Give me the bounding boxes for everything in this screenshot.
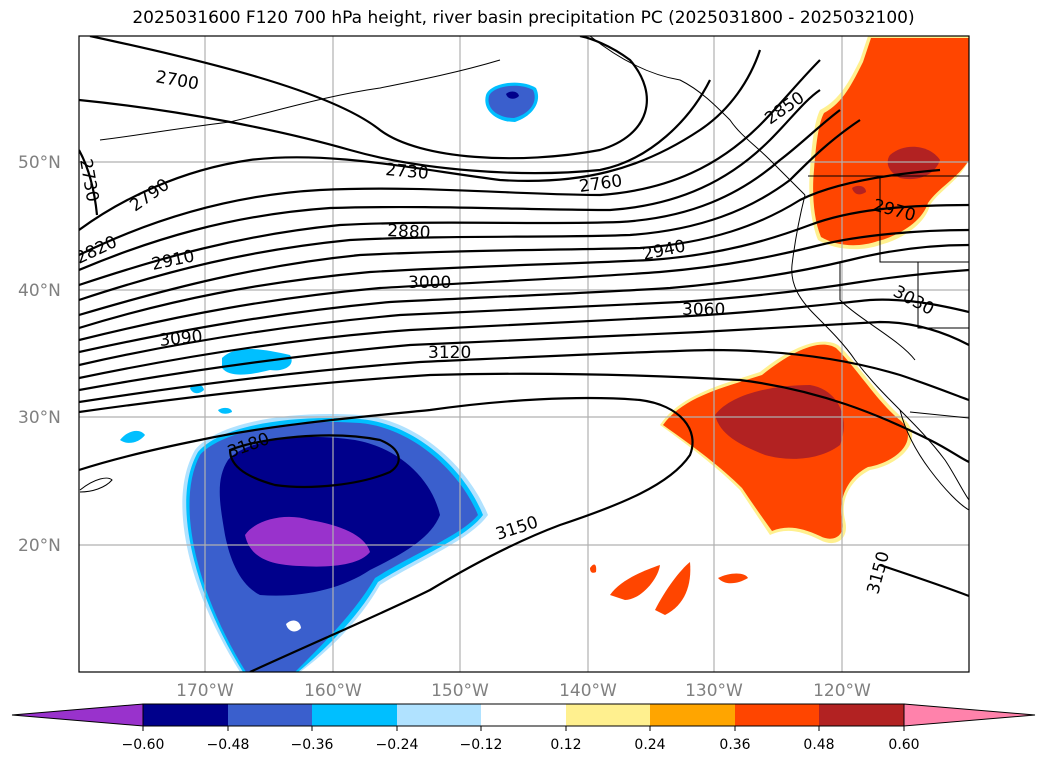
lat-label-20n: 20°N [18,536,61,556]
contour-label: 3090 [158,327,203,351]
contour-2820 [79,109,841,287]
contour-2790 [79,89,821,272]
positive-anomaly-northwest [809,36,969,250]
lat-label-30n: 30°N [18,408,61,428]
colorbar-segment [819,704,904,726]
colorbar-segment [143,704,228,726]
lon-label-150w: 150°W [431,681,489,701]
contour-2880 [79,168,941,317]
contour-3090 [79,348,969,404]
coastlines [79,36,969,511]
coast-west-us [791,194,969,501]
coast-baja [899,409,969,511]
lat-label-50n: 50°N [18,153,61,173]
map-frame [78,35,970,673]
lat-label-40n: 40°N [18,281,61,301]
contour-2940 [79,228,969,342]
contour-3120 [79,372,969,464]
border-states-2 [839,262,916,361]
lon-label-130w: 130°W [685,681,743,701]
lon-label-160w: 160°W [304,681,362,701]
latitude-labels: 50°N 40°N 30°N 20°N [18,153,61,556]
fill-light-blue-small-2 [120,430,145,443]
coast-hawaii-island [79,477,113,493]
negative-anomaly-north [485,82,539,122]
contour-3150 [79,396,694,672]
border-states-1 [879,176,969,263]
colorbar-segment [650,704,735,726]
contour-label: 3060 [682,300,725,320]
contour-label: 3120 [428,343,471,363]
graticule [79,36,969,672]
contour-label: 3000 [408,273,451,293]
contour-2700-west [79,79,711,175]
contour-2970 [79,243,969,354]
lon-label-140w: 140°W [559,681,617,701]
colorbar-segment [481,704,566,726]
fill-dark-purple [245,516,370,567]
colorbar-tick-label: −0.48 [207,737,250,753]
coast-alaska [589,36,806,196]
longitude-labels: 170°W 160°W 150°W 140°W 130°W 120°W [176,681,871,701]
colorbar-tick-label: 0.36 [719,737,750,753]
contour-3150-east [879,563,969,598]
colorbar-extend-left [11,703,144,727]
colorbar-ticks [142,726,905,731]
colorbar-tick-label: −0.24 [376,737,419,753]
border-mexico [909,411,969,419]
fill-light-blue-small-4 [218,407,232,414]
contour-label: 2880 [387,221,431,243]
contour-label: 2730 [75,157,102,203]
colorbar-tick-label: −0.12 [460,737,503,753]
colorbar-tick-label: −0.60 [122,737,165,753]
figure-title: 2025031600 F120 700 hPa height, river ba… [132,8,915,28]
contour-2850 [79,119,861,302]
colorbar-tick-label: 0.48 [803,737,834,753]
lon-label-170w: 170°W [176,681,234,701]
colorbar-tick-label: 0.12 [550,737,581,753]
contour-2910 [79,203,969,330]
border-states-3 [917,262,969,329]
contour-2700-closed [89,36,648,160]
colorbar-tick-label: 0.24 [634,737,665,753]
height-contours [79,36,969,672]
contour-label: 2730 [385,160,430,184]
colorbar-segment [735,704,819,726]
fill-white-hole-1 [286,620,301,632]
positive-anomaly-subtropical [590,341,913,615]
contour-2730 [79,49,762,231]
colorbar-tick-label: −0.36 [291,737,334,753]
colorbar-extend-right [903,703,1036,727]
contour-3030 [79,298,969,380]
lon-label-120w: 120°W [813,681,871,701]
colorbar-segment [397,704,481,726]
colorbar-segment [228,704,312,726]
colorbar-outline [142,703,905,727]
contour-3180 [228,434,400,488]
colorbar-segment [312,704,397,726]
contour-3000 [79,268,969,367]
colorbar-segment [566,704,650,726]
colorbar: −0.60 −0.48 −0.36 −0.24 −0.12 0.12 0.24 … [11,703,1036,753]
colorbar-tick-labels: −0.60 −0.48 −0.36 −0.24 −0.12 0.12 0.24 … [122,737,920,753]
colorbar-tick-label: 0.60 [888,737,919,753]
contour-2760 [79,59,821,256]
contour-2730-west [79,149,99,216]
contour-3060 [79,320,969,392]
coast-aleutians [99,59,501,141]
